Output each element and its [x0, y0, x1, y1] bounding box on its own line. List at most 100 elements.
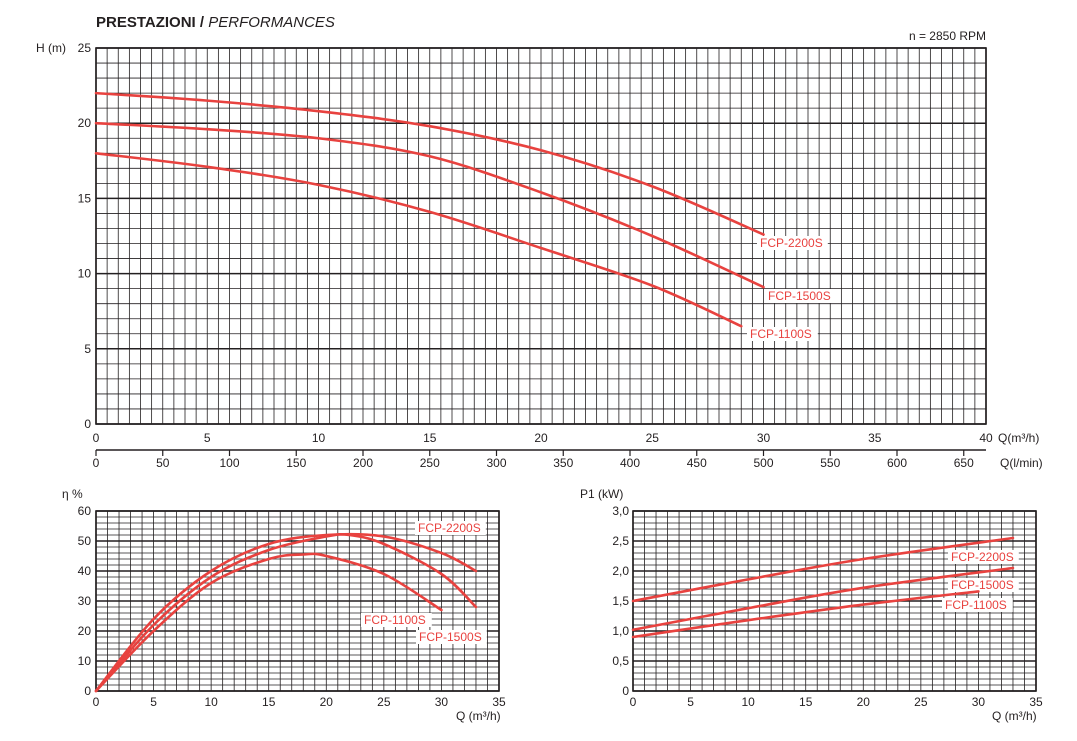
head-xtick-label: 30 [757, 431, 771, 445]
head-xtick-label: 20 [534, 431, 548, 445]
head-xtick-label: 15 [423, 431, 437, 445]
eff-curve-fcp-1500s [94, 532, 478, 693]
eff-xtick-label: 30 [435, 695, 449, 709]
eff-curve-label: FCP-1100S [364, 613, 426, 627]
eff-ytick-label: 20 [78, 624, 92, 638]
eff-xtick-label: 15 [262, 695, 276, 709]
pow-xtick-label: 30 [972, 695, 986, 709]
head-xlabel2: Q(l/min) [1000, 456, 1043, 470]
eff-curve-label-bg [416, 630, 487, 644]
pow-curve-label-bg [942, 598, 1013, 612]
rpm-annotation: n = 2850 RPM [909, 29, 986, 43]
head-ylabel: H (m) [36, 41, 66, 55]
pow-ytick-label: 2,0 [612, 564, 629, 578]
pow-ytick-label: 1,5 [612, 594, 629, 608]
pow-ytick-label: 1,0 [612, 624, 629, 638]
head-chart: 0 5 10 15 20 25 H (m) 0 5 10 15 20 25 30 35 40 Q(m³/h) 0 5… [36, 29, 1043, 470]
lmin-tick-label: 250 [420, 456, 440, 470]
eff-curve-label: FCP-1500S [419, 630, 482, 644]
power-chart: 0 0,5 1,0 1,5 2,0 2,5 3,0 0 5 10 15 20 25 30 35 P1 (kW)… [580, 487, 1043, 723]
head-ytick-label: 15 [78, 191, 92, 205]
eff-ytick-label: 0 [84, 684, 91, 698]
head-ytick-label: 5 [84, 342, 91, 356]
pow-xlabel: Q (m³/h) [992, 709, 1037, 723]
pow-curve-label: FCP-1500S [951, 578, 1014, 592]
eff-ytick-label: 50 [78, 534, 92, 548]
lmin-tick-label: 0 [93, 456, 100, 470]
eff-ytick-label: 30 [78, 594, 92, 608]
lmin-tick-label: 500 [753, 456, 773, 470]
head-frame [95, 47, 987, 425]
eff-curve-fcp-2200s [94, 532, 478, 693]
head-curve-label: FCP-2200S [760, 236, 823, 250]
head-ytick-label: 10 [78, 267, 92, 281]
pow-ylabel: P1 (kW) [580, 487, 623, 501]
pow-curve-label: FCP-2200S [951, 550, 1014, 564]
eff-xtick-label: 10 [204, 695, 218, 709]
title-sub: PERFORMANCES [208, 14, 335, 31]
lmin-tick-label: 100 [219, 456, 239, 470]
pow-xtick-label: 25 [914, 695, 928, 709]
head-ytick-label: 0 [84, 417, 91, 431]
head-curve-fcp-2200s [94, 91, 765, 236]
eff-xtick-label: 20 [320, 695, 334, 709]
head-xtick-label: 35 [868, 431, 882, 445]
head-curve-label: FCP-1500S [768, 289, 831, 303]
lmin-tick-label: 650 [954, 456, 974, 470]
eff-xlabel: Q (m³/h) [456, 709, 501, 723]
head-ytick-label: 25 [78, 41, 92, 55]
head-curve-fcp-1100s [94, 151, 743, 328]
head-xtick-label: 40 [979, 431, 993, 445]
lmin-tick-label: 550 [820, 456, 840, 470]
lmin-tick-label: 200 [353, 456, 373, 470]
pow-curve-label-bg [948, 578, 1019, 592]
pow-xtick-label: 10 [741, 695, 755, 709]
pow-xtick-label: 5 [687, 695, 694, 709]
eff-xtick-label: 35 [492, 695, 506, 709]
pow-ytick-label: 2,5 [612, 534, 629, 548]
pow-curve-fcp-2200s [631, 536, 1015, 603]
lmin-tick-label: 350 [553, 456, 573, 470]
eff-curve-label-bg [415, 521, 486, 535]
pow-curve-label: FCP-1100S [945, 598, 1007, 612]
eff-xtick-label: 5 [150, 695, 157, 709]
head-curve-fcp-1500s [94, 121, 765, 289]
chart-title: PRESTAZIONI / PERFORMANCES [96, 14, 335, 31]
pow-ytick-label: 3,0 [612, 504, 629, 518]
pow-curve-fcp-1100s [631, 590, 980, 639]
head-curve-label: FCP-1100S [750, 327, 812, 341]
eff-frame [95, 510, 500, 692]
eff-curve-label: FCP-2200S [418, 521, 481, 535]
head-xlabel: Q(m³/h) [998, 431, 1039, 445]
pow-xtick-label: 35 [1029, 695, 1043, 709]
head-xtick-label: 0 [93, 431, 100, 445]
head-xtick-label: 10 [312, 431, 326, 445]
head-xtick-label: 5 [204, 431, 211, 445]
pow-curve-fcp-1500s [631, 566, 1015, 632]
pow-ytick-label: 0 [622, 684, 629, 698]
lmin-tick-label: 50 [156, 456, 170, 470]
pow-xtick-label: 15 [799, 695, 813, 709]
pow-ytick-label: 0,5 [612, 654, 629, 668]
eff-xtick-label: 25 [377, 695, 391, 709]
pow-xtick-label: 20 [857, 695, 871, 709]
head-curve-label-bg [747, 327, 818, 341]
eff-curve-fcp-1100s [94, 552, 443, 693]
lmin-tick-label: 600 [887, 456, 907, 470]
head-ytick-label: 20 [78, 116, 92, 130]
lmin-tick-label: 150 [286, 456, 306, 470]
head-curve-label-bg [757, 236, 828, 250]
lmin-tick-label: 450 [687, 456, 707, 470]
eff-ytick-label: 60 [78, 504, 92, 518]
title-main: PRESTAZIONI / [96, 14, 205, 31]
eff-ytick-label: 40 [78, 564, 92, 578]
head-xtick-label: 25 [646, 431, 660, 445]
lmin-tick-label: 300 [486, 456, 506, 470]
eff-ylabel: η % [62, 487, 83, 501]
eff-ytick-label: 10 [78, 654, 92, 668]
lmin-tick-label: 400 [620, 456, 640, 470]
head-curve-label-bg [765, 289, 836, 303]
eff-xtick-label: 0 [93, 695, 100, 709]
efficiency-chart: 0 10 20 30 40 50 60 0 5 10 15 20 25 30 35 η % Q (m³/h) FC… [62, 487, 506, 723]
